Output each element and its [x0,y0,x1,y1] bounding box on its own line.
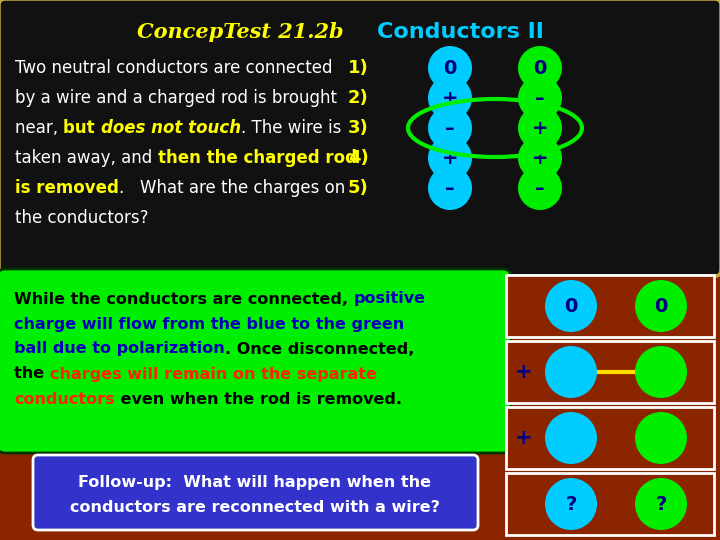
Circle shape [545,280,597,332]
Text: is removed: is removed [15,179,119,197]
Text: +: + [532,148,548,167]
Circle shape [428,106,472,150]
Circle shape [428,136,472,180]
Text: near,: near, [15,119,63,137]
Circle shape [545,478,597,530]
Bar [0,270,720,540]
Text: –: – [445,118,455,138]
Text: –: – [535,89,545,107]
Text: ball due to polarization: ball due to polarization [14,341,225,356]
Text: +: + [442,89,458,107]
Text: Two neutral conductors are connected: Two neutral conductors are connected [15,59,333,77]
Text: Conductors II: Conductors II [377,22,544,42]
Circle shape [518,106,562,150]
Text: ?: ? [565,495,577,514]
Circle shape [635,346,687,398]
Text: 0: 0 [564,296,577,315]
Bar [506,407,714,469]
Text: taken away, and: taken away, and [15,149,158,167]
Text: 4): 4) [348,149,369,167]
Text: does not touch: does not touch [101,119,241,137]
Text: –: – [445,179,455,198]
Text: .   What are the charges on: . What are the charges on [119,179,345,197]
Text: 5): 5) [348,179,369,197]
FancyBboxPatch shape [33,455,478,530]
Bar [506,275,714,337]
Text: ConcepTest 21.2b: ConcepTest 21.2b [137,22,343,42]
FancyBboxPatch shape [0,0,720,276]
Circle shape [518,166,562,210]
Text: –: – [535,179,545,198]
Circle shape [428,166,472,210]
Text: +: + [516,428,533,448]
Circle shape [635,280,687,332]
Text: While the conductors are connected,: While the conductors are connected, [14,292,354,307]
Text: . Once disconnected,: . Once disconnected, [225,341,414,356]
Text: 0: 0 [444,58,456,78]
Text: the: the [14,367,50,381]
Circle shape [428,46,472,90]
Text: even when the rod is removed.: even when the rod is removed. [114,392,402,407]
Circle shape [635,478,687,530]
Text: 0: 0 [654,296,667,315]
FancyBboxPatch shape [0,269,511,453]
Text: positive: positive [354,292,426,307]
Circle shape [428,76,472,120]
Text: the conductors?: the conductors? [15,209,148,227]
Circle shape [518,46,562,90]
Text: by a wire and a charged rod is brought: by a wire and a charged rod is brought [15,89,337,107]
Text: ?: ? [655,495,667,514]
Circle shape [518,76,562,120]
Circle shape [518,136,562,180]
Text: but: but [63,119,101,137]
Text: +: + [516,362,533,382]
Text: charge will flow from the blue to the green: charge will flow from the blue to the gr… [14,316,404,332]
Text: charges will remain on the separate: charges will remain on the separate [50,367,377,381]
Text: 2): 2) [348,89,369,107]
Text: conductors: conductors [14,392,114,407]
Text: then the charged rod: then the charged rod [158,149,356,167]
Circle shape [545,412,597,464]
Text: Follow-up:  What will happen when the: Follow-up: What will happen when the [78,475,431,489]
Circle shape [545,346,597,398]
Bar [506,341,714,403]
Text: +: + [442,148,458,167]
Text: +: + [532,118,548,138]
Text: 3): 3) [348,119,369,137]
Text: 1): 1) [348,59,369,77]
Text: 0: 0 [534,58,546,78]
Bar [506,473,714,535]
Text: conductors are reconnected with a wire?: conductors are reconnected with a wire? [70,501,440,516]
Circle shape [635,412,687,464]
Text: . The wire is: . The wire is [241,119,341,137]
